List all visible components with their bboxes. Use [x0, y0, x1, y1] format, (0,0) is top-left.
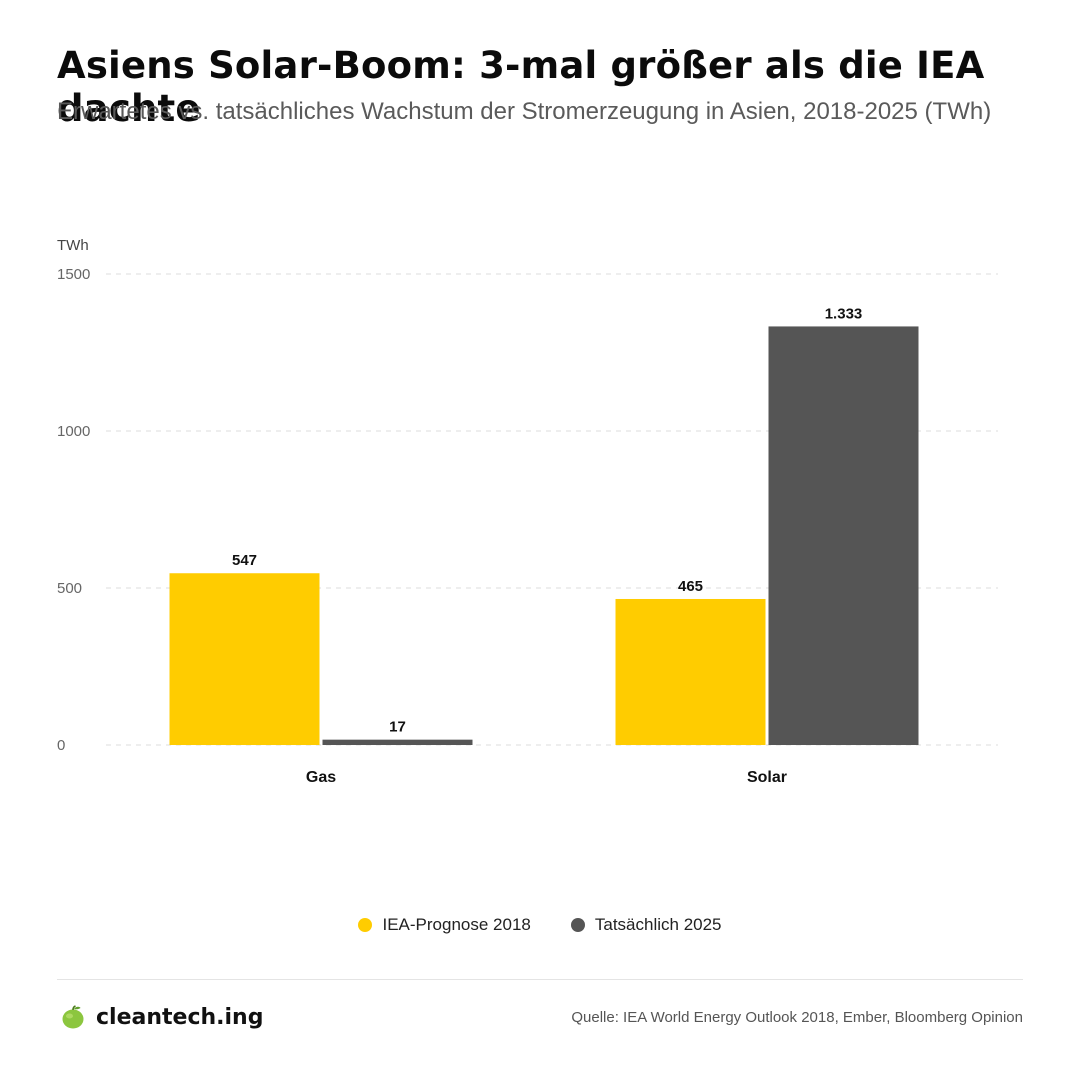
- bar-solar-forecast: [615, 598, 766, 745]
- green-apple-icon: [62, 1005, 84, 1029]
- x-tick-label: Gas: [306, 769, 336, 786]
- source-note: Quelle: IEA World Energy Outlook 2018, E…: [571, 1009, 1023, 1026]
- brand-name: cleantech.ing: [96, 1004, 264, 1030]
- bar-gas-forecast: [169, 573, 320, 745]
- data-label: 465: [678, 578, 703, 595]
- chart-title: Asiens Solar-Boom: 3-mal größer als die …: [57, 44, 985, 130]
- bar-gas-actual: [322, 739, 473, 745]
- footer-divider: [57, 979, 1023, 980]
- y-axis-label: TWh: [57, 237, 89, 254]
- legend-item: IEA-Prognose 2018: [358, 915, 531, 935]
- legend-label: IEA-Prognose 2018: [382, 915, 531, 934]
- brand: cleantech.ing: [60, 1004, 263, 1030]
- legend-item: Tatsächlich 2025: [570, 915, 722, 935]
- legend-swatch: [570, 918, 585, 932]
- bar-solar-actual: [768, 326, 919, 745]
- chart-legend: IEA-Prognose 2018 Tatsächlich 2025: [0, 915, 1080, 935]
- data-label: 17: [389, 719, 406, 736]
- x-tick-label: Solar: [747, 769, 787, 786]
- y-tick-label: 1000: [57, 423, 90, 440]
- y-tick-label: 1500: [57, 266, 90, 283]
- data-label: 1.333: [825, 305, 863, 322]
- legend-swatch: [358, 918, 373, 932]
- y-tick-label: 500: [57, 580, 82, 597]
- data-label: 547: [232, 552, 257, 569]
- legend-label: Tatsächlich 2025: [594, 915, 722, 934]
- chart-subtitle: Erwartetes vs. tatsächliches Wachstum de…: [57, 98, 992, 125]
- y-tick-label: 0: [57, 737, 65, 754]
